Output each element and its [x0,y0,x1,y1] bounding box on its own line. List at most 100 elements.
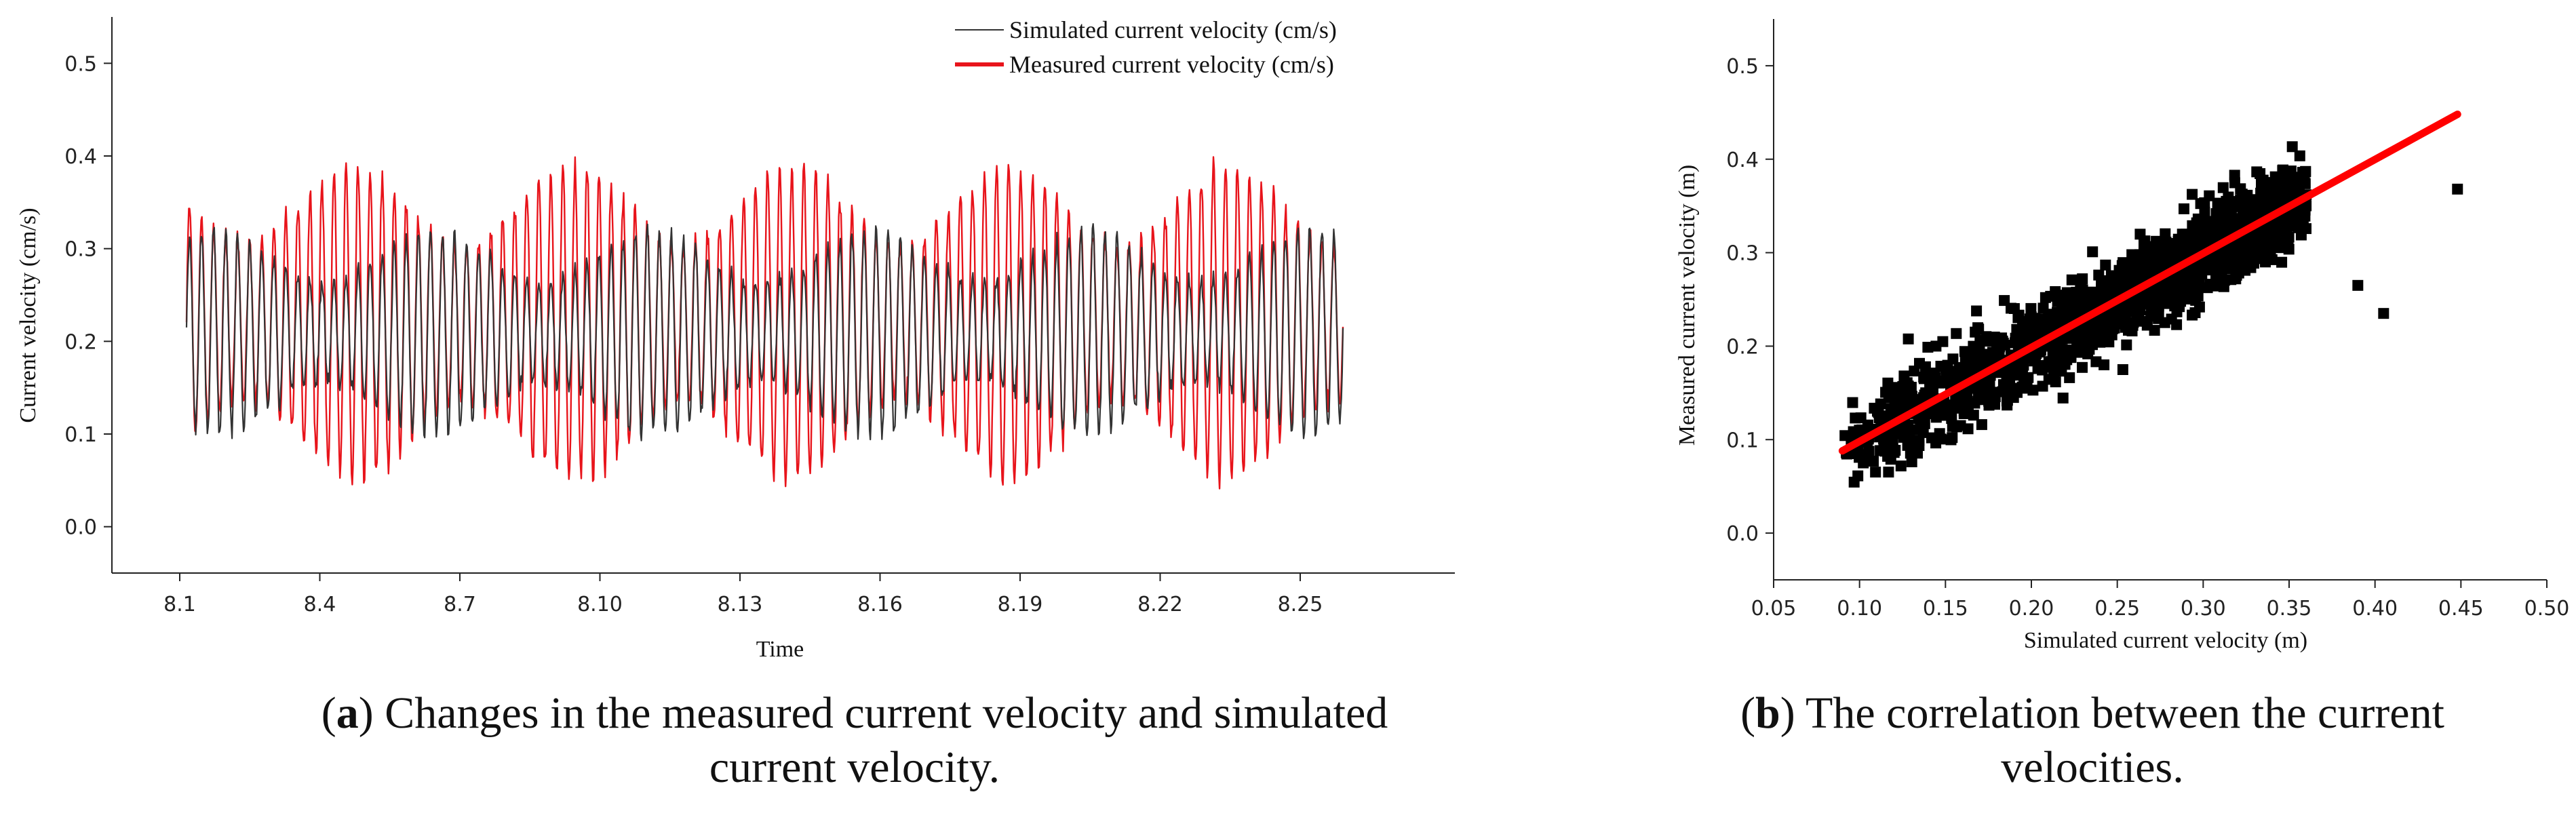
scatter-point [2121,339,2132,351]
scatter-point [2271,228,2283,239]
scatter-point [1922,342,1934,353]
scatter-point [2162,298,2173,309]
scatter-point [1883,467,1894,478]
y-tick-group: 0.0 0.1 0.2 0.3 0.4 0.5 [64,52,112,540]
caption-b-label: b [1755,688,1780,738]
scatter-point [2160,228,2171,239]
scatter-point [1913,435,1925,446]
scatter-point [1873,412,1885,424]
x-tick-label: 0.25 [2094,597,2140,621]
scatter-point [1951,421,1962,433]
scatter-point [2050,317,2062,329]
x-axis-label: Simulated current velocity (m) [2024,628,2307,653]
scatter-point [2067,309,2078,320]
scatter-point [2282,234,2294,245]
scatter-point [1999,339,2010,351]
caption-a-label: a [336,688,359,738]
scatter-point [2244,213,2256,224]
scatter-point [2190,294,2202,306]
scatter-point [2273,220,2285,231]
scatter-point [1971,305,1983,317]
x-axis-label: Time [756,637,804,662]
x-tick-label: 8.7 [444,593,476,616]
scatter-point [2056,306,2068,317]
scatter-point [2120,310,2131,321]
caption-a: (a) Changes in the measured current velo… [321,688,1388,792]
y-tick-label: 0.2 [1726,335,1759,359]
scatter-point [2238,248,2250,260]
scatter-point [1901,377,1913,389]
scatter-point [1900,385,1912,397]
scatter-point [2116,318,2128,330]
scatter-point [2163,279,2174,291]
line-chart-panel: 0.0 0.1 0.2 0.3 0.4 0.5 8.1 8.4 8.7 8.10 8.13 8.16… [16,16,1455,662]
scatter-point [1880,444,1892,456]
scatter-point [2187,189,2198,200]
scatter-point [2153,307,2164,319]
scatter-point [1987,387,1999,398]
scatter-point [2210,208,2222,219]
scatter-point [2300,166,2311,178]
x-tick-label: 0.40 [2352,597,2398,621]
scatter-point [2084,328,2095,339]
scatter-point [2090,356,2102,368]
scatter-point [2295,220,2306,232]
scatter-point [1890,445,1901,456]
scatter-point [1983,395,1995,407]
line-series-group [185,156,1344,490]
scatter-point [2276,256,2288,268]
scatter-point [1918,372,1930,383]
scatter-point [2045,361,2056,373]
y-axis-label: Current velocity (cm/s) [16,208,41,422]
y-tick-label: 0.4 [1726,149,1759,172]
scatter-point [2229,196,2240,208]
scatter-point [2056,290,2068,301]
scatter-point [1937,336,1949,347]
scatter-point [2105,270,2117,281]
x-tick-label: 8.4 [304,593,336,616]
scatter-point [2158,248,2169,258]
y-tick-label: 0.3 [64,238,97,262]
y-tick-group: 0.0 0.1 0.2 0.3 0.4 0.5 [1726,55,1774,546]
y-tick-label: 0.1 [1726,429,1759,452]
scatter-point [2191,217,2202,229]
scatter-point [1955,400,1967,412]
scatter-point [2066,274,2077,286]
scatter-point [2378,308,2389,319]
scatter-point [2268,184,2280,196]
y-tick-label: 0.0 [64,516,97,540]
scatter-point [2181,229,2192,240]
scatter-point [2025,311,2037,323]
scatter-point [2193,273,2205,284]
scatter-point [2054,345,2065,356]
scatter-point [1940,367,1952,378]
scatter-point-group [1839,141,2463,488]
caption-a-text2: current velocity. [709,743,1000,792]
y-tick-label: 0.0 [1726,522,1759,546]
scatter-point [2153,256,2164,268]
scatter-point [1928,387,1938,398]
scatter-point [2078,338,2090,350]
scatter-point [1882,377,1894,389]
scatter-point [2077,361,2088,373]
y-tick-label: 0.3 [1726,242,1759,266]
scatter-point [2259,201,2270,213]
scatter-point [2199,197,2210,208]
x-tick-label: 8.25 [1278,593,1323,616]
scatter-point [2095,316,2107,328]
scatter-point [1963,349,1974,361]
scatter-point [2021,382,2033,394]
scatter-point [1839,430,1851,441]
scatter-point [2104,309,2115,321]
x-tick-label: 0.35 [2267,597,2312,621]
scatter-point [1906,456,1917,467]
scatter-point [2214,269,2225,280]
scatter-point [1862,419,1873,431]
y-tick-label: 0.5 [1726,55,1759,79]
scatter-point [2086,298,2098,310]
scatter-point [2054,353,2065,365]
scatter-point [2020,323,2031,335]
scatter-point [2029,327,2041,338]
x-tick-group: 8.1 8.4 8.7 8.10 8.13 8.16 8.19 8.22 8.25 [163,573,1323,616]
